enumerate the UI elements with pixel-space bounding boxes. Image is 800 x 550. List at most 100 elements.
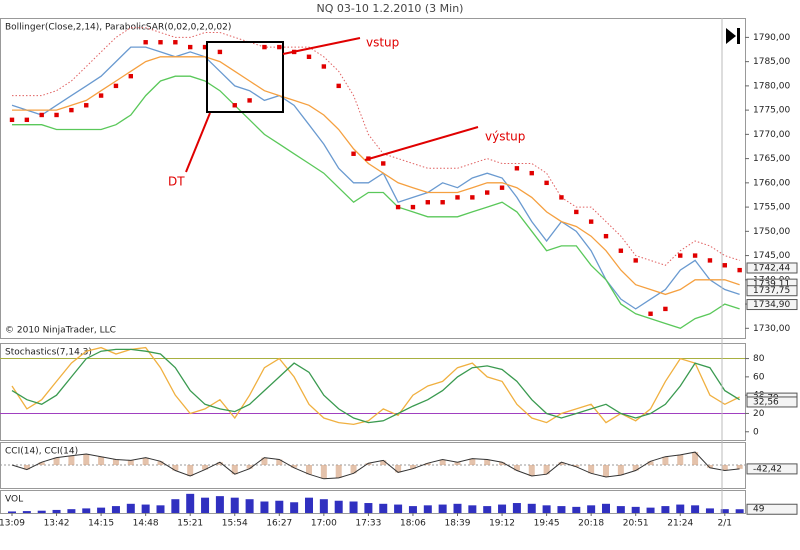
volume-bar [394, 504, 403, 513]
panel-frame [0, 18, 746, 339]
price-flag-label: 49 [753, 505, 765, 515]
price-flag-label: -42,42 [753, 464, 782, 474]
cci-stem [513, 465, 520, 471]
volume-bar [676, 504, 685, 513]
cci-stem [291, 465, 298, 468]
annotation-shapes [185, 37, 479, 173]
volume-bar [468, 505, 477, 513]
volume-bar [557, 506, 566, 513]
sar-dot [678, 253, 683, 258]
panel: Stochastics(7,14,3)02040608036,7932,56 [0, 343, 798, 441]
x-tick-label: 18:06 [400, 519, 426, 529]
sar-dot [499, 185, 505, 190]
sar-dot [633, 258, 638, 263]
cci-stem [127, 460, 134, 465]
panel-frame [0, 343, 746, 441]
series-line [12, 56, 740, 296]
panel-label: Stochastics(7,14,3) [5, 348, 92, 358]
sar-dot [618, 248, 624, 253]
sar-dot [381, 161, 386, 166]
volume-bar [498, 504, 507, 513]
cci-stem [603, 465, 609, 477]
cci-stem [484, 459, 491, 465]
cci-stem [142, 457, 149, 465]
y-tick-label: 1790,00 [753, 33, 790, 43]
volume-bar [349, 501, 358, 513]
sar-dot [247, 98, 252, 103]
sar-dot [514, 166, 520, 171]
sar-dot [69, 107, 74, 113]
cci-stem [380, 460, 387, 465]
volume-bar [661, 506, 670, 513]
sar-dot [336, 83, 341, 89]
volume-bar [126, 503, 135, 513]
sar-dot [707, 258, 713, 263]
x-tick-label: 15:21 [177, 519, 203, 529]
y-tick-label: 1765,00 [753, 154, 790, 164]
cci-stem [424, 463, 431, 465]
volume-bar [542, 505, 551, 513]
cci-stem [350, 465, 357, 474]
price-flag [746, 299, 798, 311]
cci-stem [112, 459, 119, 465]
cci-stem [246, 465, 253, 469]
sar-dot [737, 267, 742, 273]
x-tick-label: 13:09 [0, 519, 25, 529]
cci-stem [23, 465, 30, 470]
cci-stem [202, 465, 209, 470]
sar-dot [692, 253, 698, 258]
annotation: výstup [485, 130, 525, 144]
volume-bar [111, 506, 120, 513]
sar-dot [559, 195, 564, 200]
volume-bar [334, 500, 343, 513]
volume-bar [691, 505, 700, 513]
series-line [12, 75, 740, 330]
x-tick-label: 17:00 [311, 519, 337, 529]
sar-dot [663, 306, 668, 312]
cci-stem [692, 452, 699, 465]
cci-stem [528, 465, 535, 477]
x-tick-label: 20:51 [623, 519, 649, 529]
x-tick-label: 18:39 [445, 519, 471, 529]
price-flag-label: 1737,75 [753, 286, 790, 296]
price-flag [746, 463, 798, 475]
cci-stem [469, 458, 476, 465]
volume-bar [201, 497, 210, 513]
x-tick-label: 14:15 [88, 519, 114, 529]
cci-stem [543, 465, 550, 475]
volume-bar [602, 503, 610, 513]
x-tick-label: 2/1 [718, 519, 732, 529]
cci-stem [320, 465, 327, 479]
volume-bar [572, 506, 581, 513]
volume-bar [305, 497, 313, 513]
cci-stem [721, 465, 728, 471]
sar-dot [440, 200, 445, 205]
cci-stem [454, 462, 461, 465]
sar-dot [277, 44, 282, 50]
volume-bar [379, 503, 388, 513]
y-tick-label: 1745,00 [753, 251, 790, 261]
cci-stem [306, 465, 312, 475]
y-tick-label: 60 [753, 372, 765, 382]
volume-bar [646, 507, 655, 513]
cci-stem [68, 455, 75, 465]
volume-bar [22, 511, 31, 513]
sar-dot [485, 190, 490, 195]
panel-label: CCI(14), CCI(14) [5, 447, 78, 457]
volume-bar [527, 503, 536, 513]
sar-dot [455, 195, 460, 200]
sar-dot [351, 151, 356, 156]
cci-stem [647, 461, 654, 465]
sar-dot [39, 112, 44, 118]
sar-dot [98, 93, 104, 98]
sar-dot [262, 44, 267, 50]
series-line [11, 348, 740, 424]
volume-bar [215, 496, 224, 513]
play-icon [726, 28, 740, 44]
sar-dot [113, 83, 119, 89]
cci-stem [499, 462, 506, 465]
cci-stem [157, 461, 164, 465]
volume-bar [512, 503, 521, 513]
cci-stem [172, 465, 179, 471]
x-tick-label: 14:48 [133, 519, 159, 529]
